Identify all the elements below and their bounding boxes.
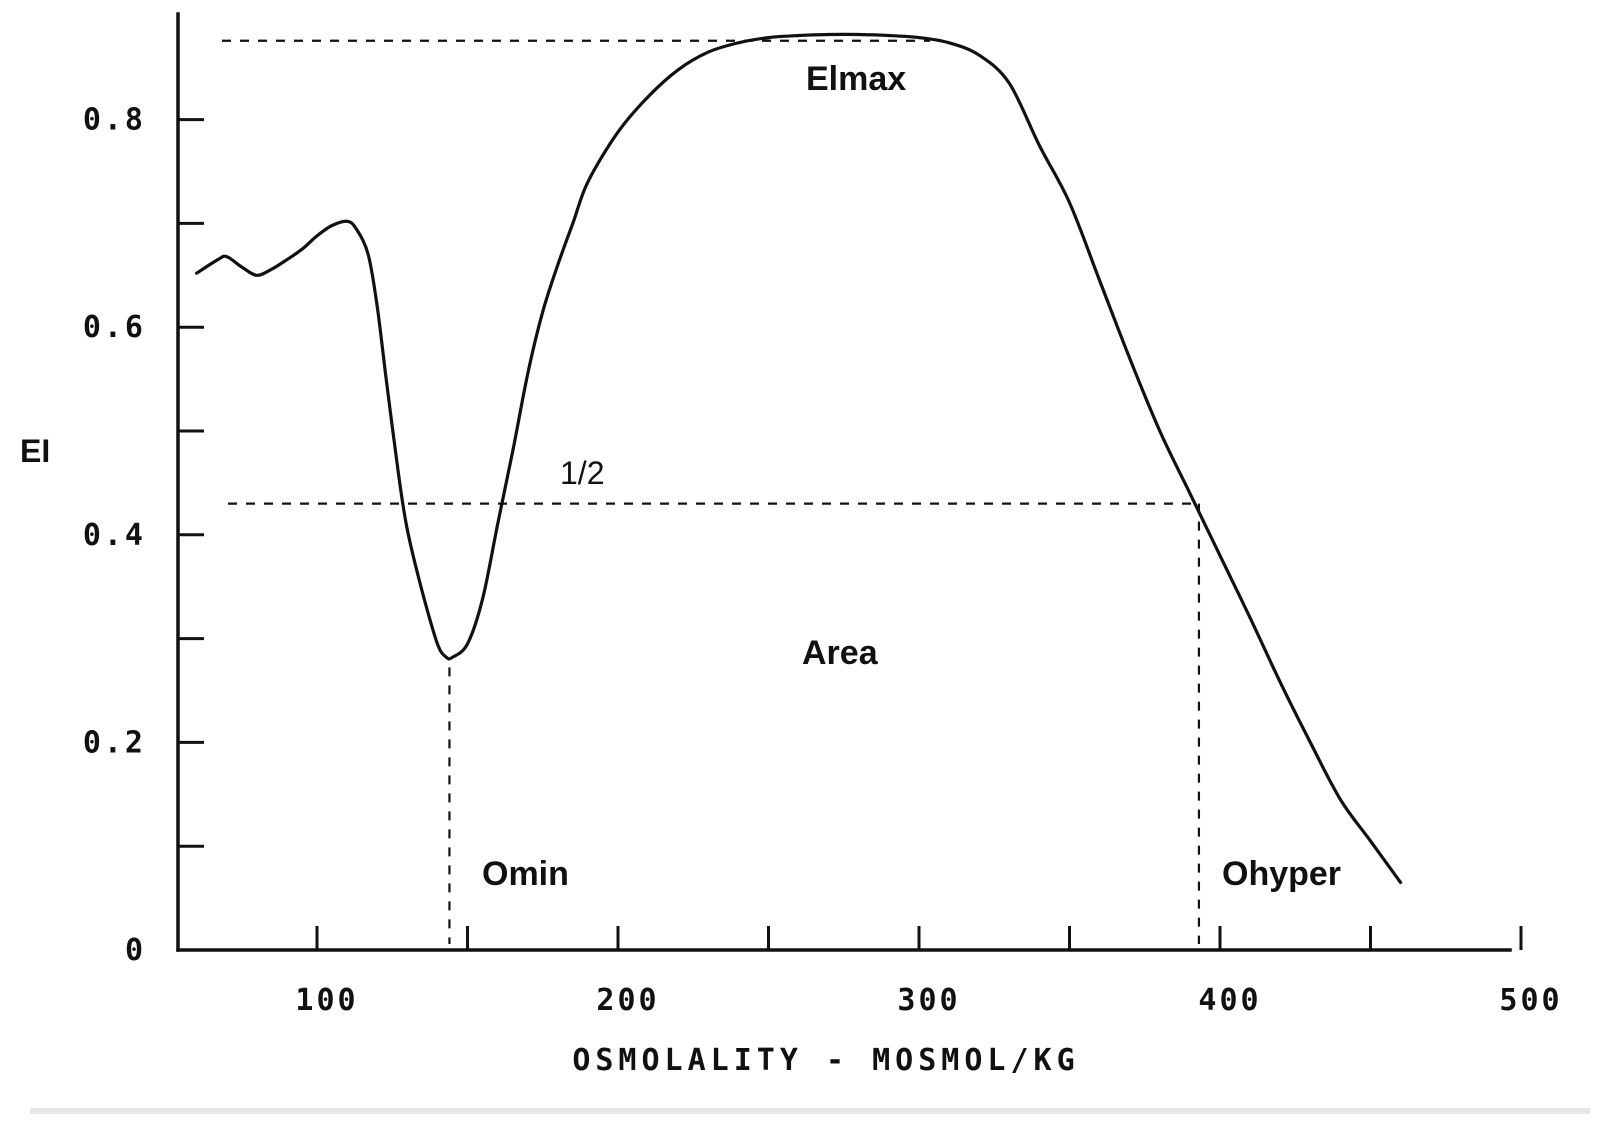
reference-lines: [222, 39, 1201, 944]
y-axis-label: EI: [20, 433, 50, 469]
bottom-divider: [30, 1108, 1590, 1114]
series-line-0: [195, 32, 1403, 885]
x-tick-label: 200: [596, 983, 659, 1018]
y-tick-label: 0.4: [83, 518, 146, 553]
annotation-half: 1/2: [560, 455, 604, 491]
y-tick-label: 0.6: [83, 310, 146, 345]
y-tick-label: 0.2: [83, 725, 146, 760]
series-layer: [195, 32, 1403, 885]
text-layer: EI OSMOLALITY - MOSMOL/KG Elmax 1/2 Area…: [20, 60, 1341, 1078]
x-tick-label: 100: [295, 983, 358, 1018]
y-tick-label: 0.8: [83, 103, 146, 138]
x-tick-label: 300: [897, 983, 960, 1018]
annotation-omin: Omin: [482, 855, 569, 893]
x-axis-label: OSMOLALITY - MOSMOL/KG: [572, 1043, 1079, 1078]
y-tick-label: 0: [125, 933, 146, 968]
annotation-elmax: Elmax: [806, 60, 906, 98]
axes: 0 0.2 0.4 0.6 0.8 100 200 300 400 500: [83, 12, 1562, 1018]
annotation-ohyper: Ohyper: [1222, 855, 1341, 893]
x-tick-label: 500: [1499, 983, 1562, 1018]
annotation-area: Area: [802, 634, 879, 672]
x-tick-label: 400: [1198, 983, 1261, 1018]
